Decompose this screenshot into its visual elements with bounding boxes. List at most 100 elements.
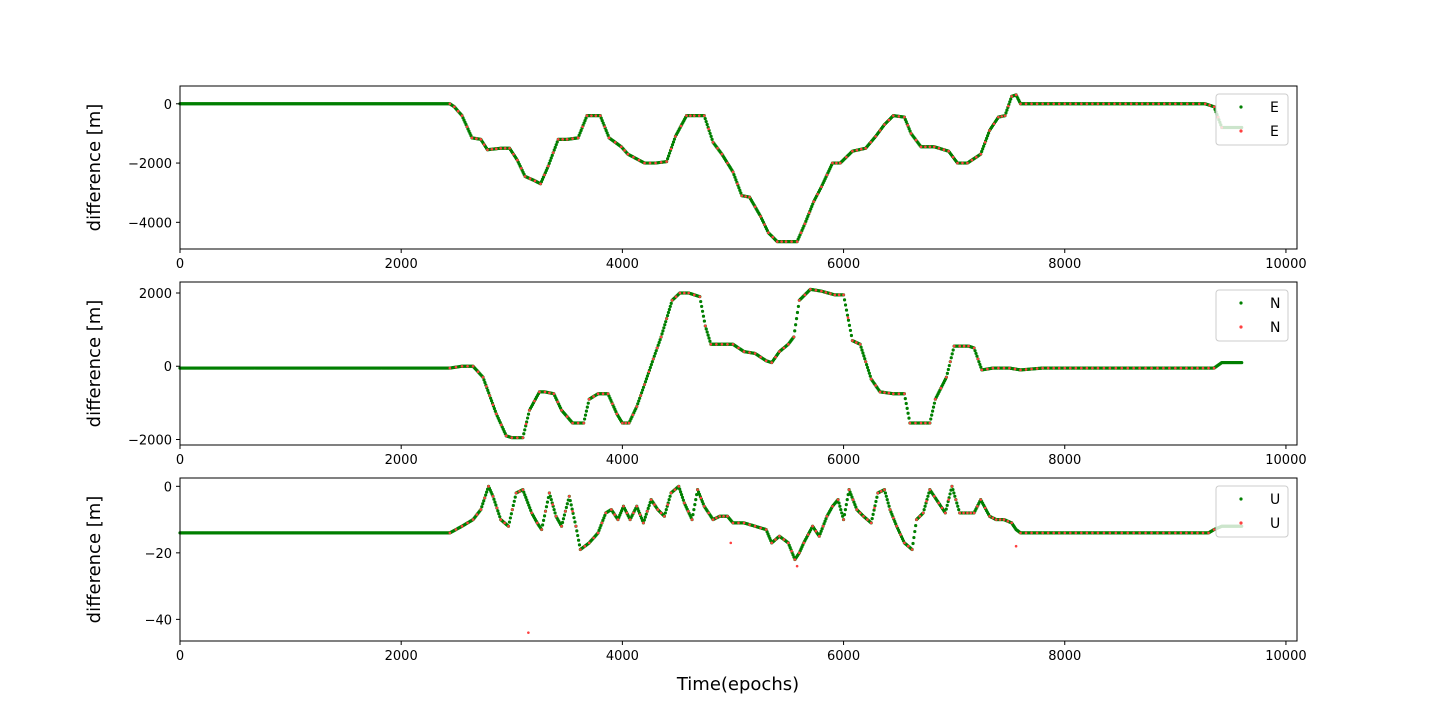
data-point bbox=[952, 491, 956, 495]
data-point bbox=[1135, 102, 1138, 106]
data-point bbox=[466, 364, 469, 368]
data-point bbox=[664, 320, 668, 324]
data-point bbox=[855, 148, 859, 152]
data-point bbox=[803, 293, 807, 297]
data-point bbox=[951, 155, 955, 159]
data-point bbox=[988, 129, 991, 132]
data-point bbox=[948, 360, 952, 363]
data-point bbox=[627, 421, 631, 425]
data-point bbox=[524, 495, 528, 499]
data-point bbox=[798, 551, 801, 555]
data-point bbox=[956, 161, 959, 165]
data-point bbox=[737, 346, 740, 350]
data-point bbox=[690, 518, 694, 521]
data-point bbox=[1030, 531, 1033, 535]
data-point bbox=[554, 514, 558, 518]
data-point bbox=[578, 131, 582, 135]
data-point bbox=[924, 421, 927, 425]
data-point bbox=[782, 346, 786, 350]
data-point bbox=[923, 504, 927, 508]
data-point bbox=[809, 207, 813, 211]
data-point bbox=[1168, 102, 1172, 106]
legend: NN bbox=[1215, 289, 1289, 342]
data-point bbox=[932, 495, 936, 498]
data-point bbox=[638, 396, 642, 400]
data-point bbox=[487, 485, 490, 488]
data-point bbox=[929, 417, 933, 421]
data-point bbox=[849, 493, 853, 497]
data-point bbox=[874, 135, 877, 138]
data-point bbox=[1080, 531, 1083, 535]
data-point bbox=[583, 413, 588, 417]
data-point bbox=[585, 114, 589, 117]
data-point bbox=[1035, 102, 1039, 106]
data-point bbox=[937, 146, 941, 150]
data-point bbox=[687, 291, 691, 295]
data-point bbox=[922, 508, 926, 512]
x-tick-label: 10000 bbox=[1265, 257, 1306, 272]
data-point bbox=[976, 357, 980, 361]
legend-marker bbox=[1239, 105, 1243, 109]
data-point bbox=[540, 528, 543, 531]
data-point bbox=[979, 365, 983, 369]
data-point bbox=[962, 344, 966, 348]
data-point bbox=[731, 170, 735, 174]
data-point bbox=[645, 374, 650, 378]
data-point bbox=[759, 526, 762, 530]
data-point bbox=[547, 161, 551, 165]
data-point bbox=[790, 549, 793, 553]
data-point bbox=[1024, 531, 1028, 535]
data-point bbox=[543, 173, 546, 177]
data-point bbox=[560, 520, 565, 525]
data-point bbox=[514, 491, 518, 495]
data-point bbox=[555, 140, 559, 144]
data-point bbox=[583, 118, 587, 123]
data-point bbox=[528, 506, 532, 510]
data-point bbox=[564, 509, 567, 513]
x-tick-label: 4000 bbox=[606, 649, 639, 664]
data-point bbox=[1140, 102, 1144, 106]
data-point bbox=[448, 531, 452, 535]
data-point bbox=[527, 503, 531, 507]
data-point bbox=[846, 318, 851, 322]
data-point bbox=[842, 298, 847, 302]
data-point bbox=[844, 503, 848, 507]
data-point bbox=[711, 518, 715, 521]
data-point bbox=[842, 518, 845, 521]
data-point bbox=[1063, 531, 1067, 535]
data-point bbox=[983, 506, 987, 510]
data-point bbox=[647, 503, 651, 508]
data-point bbox=[643, 161, 646, 165]
data-point bbox=[828, 292, 832, 295]
data-point bbox=[937, 501, 940, 505]
data-point bbox=[613, 141, 617, 144]
data-point bbox=[579, 128, 583, 133]
data-point bbox=[988, 514, 991, 518]
data-point bbox=[600, 521, 604, 525]
data-point bbox=[686, 509, 690, 513]
data-point bbox=[492, 407, 496, 411]
data-point bbox=[914, 421, 917, 425]
panel-north: 0 2000 4000 6000 8000 10000 2000 0 −2000 differen… bbox=[84, 281, 1307, 468]
data-point bbox=[1057, 102, 1061, 106]
data-point bbox=[764, 359, 768, 363]
data-point bbox=[475, 513, 479, 516]
data-point bbox=[667, 498, 671, 502]
data-point bbox=[843, 303, 848, 307]
data-point bbox=[653, 503, 656, 506]
data-point bbox=[731, 521, 735, 525]
y-tick-label: 0 bbox=[164, 480, 172, 495]
data-point bbox=[668, 304, 672, 309]
data-point bbox=[702, 504, 706, 508]
data-point bbox=[928, 488, 932, 491]
data-point bbox=[972, 511, 976, 515]
data-point bbox=[512, 499, 516, 503]
data-point bbox=[639, 394, 642, 397]
data-point bbox=[1074, 531, 1078, 535]
data-point bbox=[1004, 111, 1008, 115]
data-point bbox=[619, 145, 623, 149]
data-point bbox=[571, 511, 575, 515]
data-point bbox=[952, 344, 956, 348]
data-point bbox=[552, 392, 556, 396]
data-point bbox=[645, 509, 649, 513]
